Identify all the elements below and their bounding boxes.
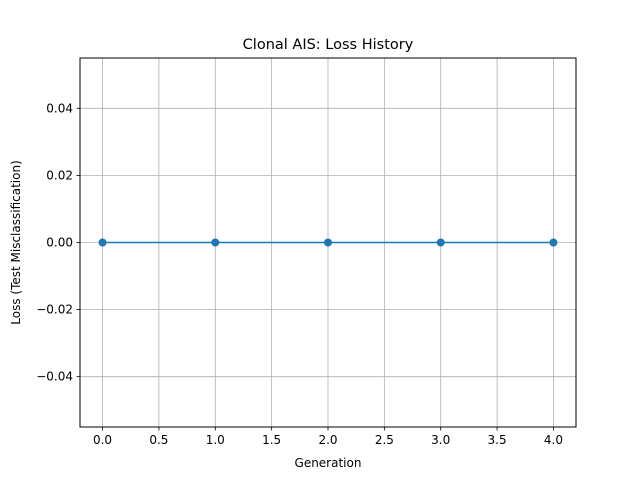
y-tick-label: 0.04 — [46, 101, 73, 115]
y-axis-label: Loss (Test Misclassification) — [9, 160, 23, 325]
ticks: 0.0 0.5 1.0 1.5 2.0 2.5 3.0 3.5 4.0 −0.04 −0.02 0.0… — [36, 101, 563, 447]
y-tick-label: −0.02 — [36, 303, 73, 317]
y-tick-label: 0.02 — [46, 168, 73, 182]
x-tick-label: 4.0 — [544, 433, 563, 447]
chart-title: Clonal AIS: Loss History — [243, 37, 414, 53]
x-tick-label: 3.0 — [431, 433, 450, 447]
x-tick-label: 2.0 — [318, 433, 337, 447]
data-point — [98, 238, 107, 247]
x-tick-label: 2.5 — [375, 433, 394, 447]
data-point — [436, 238, 445, 247]
y-tick-label: 0.00 — [46, 236, 73, 250]
x-tick-label: 0.5 — [149, 433, 168, 447]
x-tick-label: 3.5 — [488, 433, 507, 447]
y-tick-label: −0.04 — [36, 370, 73, 384]
x-tick-label: 1.5 — [262, 433, 281, 447]
data-point — [211, 238, 220, 247]
x-tick-label: 1.0 — [206, 433, 225, 447]
data-point — [324, 238, 332, 247]
data-point — [549, 238, 558, 247]
x-tick-label: 0.0 — [93, 433, 112, 447]
series-layer — [98, 238, 558, 247]
x-axis-label: Generation — [295, 456, 362, 470]
